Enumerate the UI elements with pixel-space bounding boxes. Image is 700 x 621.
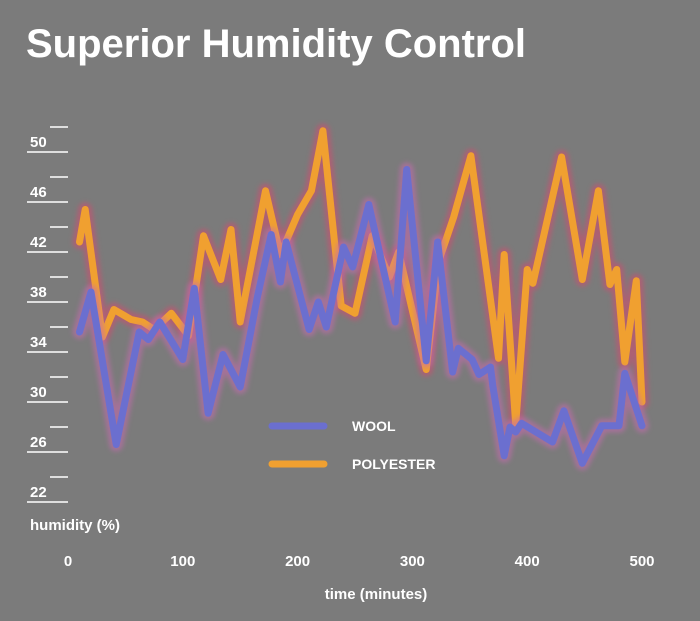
chart-title: Superior Humidity Control [26, 22, 526, 66]
x-tick-label: 500 [629, 553, 654, 570]
x-tick-label: 200 [285, 553, 310, 570]
x-tick-label: 100 [170, 553, 195, 570]
x-axis: 0 100 200 300 400 500 [64, 553, 655, 570]
y-axis-label: humidity (%) [30, 517, 120, 534]
y-axis: 22 26 30 34 38 42 46 50 [27, 126, 68, 503]
series-layer [72, 123, 649, 471]
legend-item-wool: WOOL [265, 418, 396, 434]
legend-label: WOOL [352, 418, 396, 434]
y-tick-label: 46 [30, 184, 47, 201]
y-tick-label: 42 [30, 234, 47, 251]
y-tick-label: 22 [30, 484, 47, 501]
series-polyester [72, 123, 649, 432]
y-tick-label: 34 [30, 334, 47, 351]
series-line [76, 127, 646, 428]
x-tick-label: 400 [515, 553, 540, 570]
x-tick-label: 300 [400, 553, 425, 570]
y-tick-label: 30 [30, 384, 47, 401]
series-line [76, 166, 646, 467]
y-tick-label: 26 [30, 434, 47, 451]
legend: WOOL POLYESTER [265, 418, 436, 472]
legend-label: POLYESTER [352, 456, 436, 472]
y-tick-label: 50 [30, 134, 47, 151]
legend-item-polyester: POLYESTER [265, 456, 436, 472]
series-wool [72, 162, 649, 471]
x-axis-label: time (minutes) [325, 586, 428, 603]
y-tick-label: 38 [30, 284, 47, 301]
x-tick-label: 0 [64, 553, 72, 570]
